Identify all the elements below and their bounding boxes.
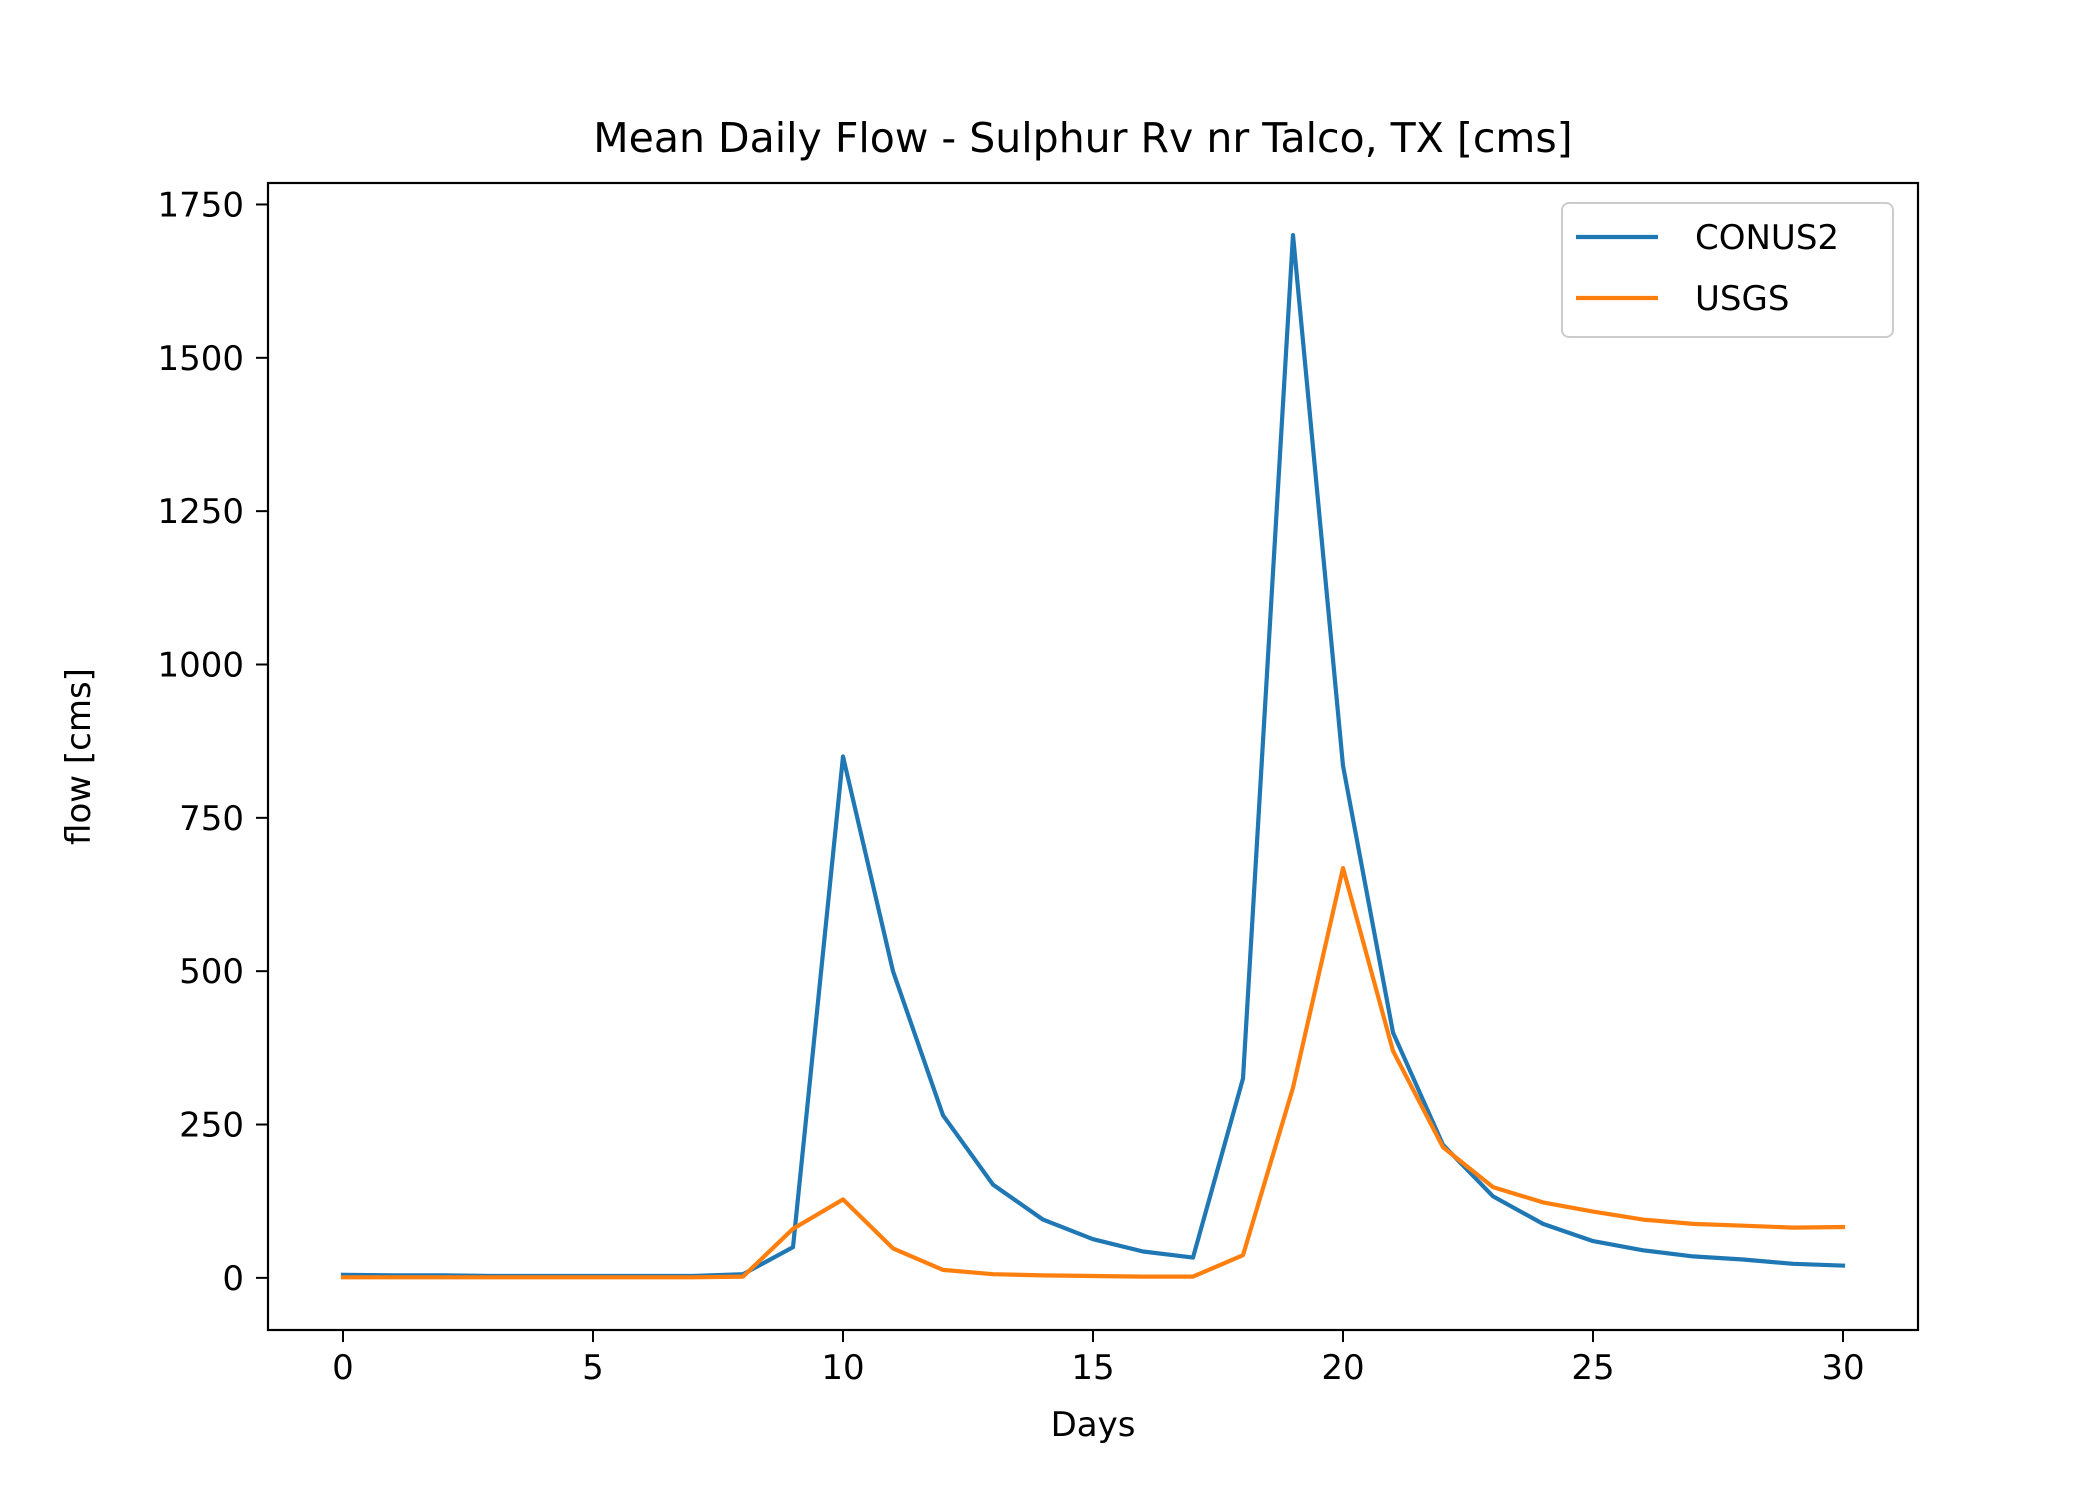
x-tick-label: 0 [332,1348,354,1388]
plot-frame [266,181,1920,1332]
legend: CONUS2 USGS [1561,202,1894,338]
y-tick-label: 1250 [157,492,244,532]
x-tick-label: 5 [582,1348,604,1388]
x-tick-label: 30 [1821,1348,1864,1388]
y-tick-label: 1750 [157,185,244,225]
y-tick-label: 0 [222,1259,244,1299]
y-axis-title: flow [cms] [59,668,99,845]
series-line-conus2 [340,233,1846,1279]
plot-area [340,233,1846,1280]
legend-label-usgs: USGS [1695,279,1789,319]
y-tick-label: 750 [179,799,244,839]
legend-label-conus2: CONUS2 [1695,218,1839,258]
y-tick-label: 500 [179,952,244,992]
x-tick-label: 25 [1571,1348,1614,1388]
y-tick-label: 1000 [157,645,244,685]
x-tick-label: 15 [1071,1348,1114,1388]
y-tick-label: 250 [179,1106,244,1146]
y-axis: 0 250 500 750 1000 1250 1500 1750 [157,185,268,1299]
x-axis: 0 5 10 15 20 25 30 [332,1330,1865,1388]
x-axis-title: Days [1051,1405,1136,1445]
y-tick-label: 1500 [157,339,244,379]
x-tick-label: 20 [1321,1348,1364,1388]
x-tick-label: 10 [821,1348,864,1388]
chart-title: Mean Daily Flow - Sulphur Rv nr Talco, T… [593,114,1572,162]
series-line-usgs [340,865,1846,1280]
